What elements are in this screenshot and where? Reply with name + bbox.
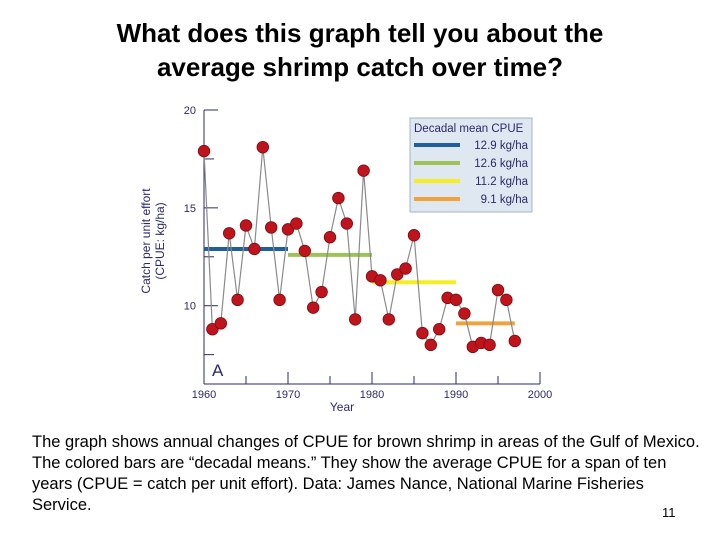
x-tick-label: 1990 [444,389,468,401]
x-tick-label: 1960 [192,389,216,401]
data-point [281,223,295,236]
data-point [416,326,429,340]
data-point [449,293,463,307]
data-point [348,313,362,326]
slide-title-line-1: What does this graph tell you about the [116,18,604,48]
data-point [433,322,446,336]
x-tick-label: 2000 [528,389,552,401]
data-point [500,293,513,307]
data-point [273,293,286,307]
x-tick-label: 1980 [360,389,384,401]
y-axis-title-line-1: Catch per unit effort [139,188,153,294]
data-point [399,262,412,275]
data-point [382,313,395,326]
axes-layer: 10 15 20 1960 1970 1980 1990 2000 Year Catch per … [139,105,552,414]
data-point [407,229,421,242]
legend: Decadal mean CPUE 12.9 kg/ha 12.6 kg/ha 11.… [409,117,533,213]
y-tick-label: 20 [184,105,196,117]
data-point [323,231,337,244]
x-axis-title: Year [330,400,354,414]
legend-entry-label: 12.6 kg/ha [474,158,528,170]
legend-entry-label: 11.2 kg/ha [475,176,528,188]
data-point [222,227,236,240]
data-point [264,221,278,234]
data-point [491,283,505,297]
data-point [483,338,496,352]
data-point [206,322,219,336]
data-point [508,334,522,348]
cpue-chart-svg: 10 15 20 1960 1970 1980 1990 2000 Year Catch per … [139,105,552,414]
y-tick-label: 10 [184,301,196,313]
legend-title: Decadal mean CPUE [414,123,524,135]
data-point [298,244,312,258]
panel-label: A [212,361,224,380]
y-axis-title-line-2: (CPUE: kg/ha) [153,202,167,279]
data-point [332,191,345,205]
data-point [374,274,387,287]
legend-entry-label: 9.1 kg/ha [481,194,529,206]
caption: The graph shows annual changes of CPUE f… [32,433,700,514]
data-point [357,164,370,177]
series-layer [197,140,522,354]
data-point [214,317,228,330]
data-point [340,217,354,230]
legend-entry-label: 12.9 kg/ha [474,140,528,152]
slide-title: What does this graph tell you about the … [40,16,680,84]
cpue-chart: 10 15 20 1960 1970 1980 1990 2000 Year Catch per … [130,100,570,425]
y-tick-label: 15 [184,203,196,215]
data-point [231,293,244,307]
data-point [239,219,253,232]
slide-number: 11 [662,505,676,520]
slide-title-line-2: average shrimp catch over time? [156,52,564,82]
data-point [391,268,404,281]
data-point [458,307,471,320]
data-point [315,285,328,299]
data-point [197,144,211,158]
data-point [290,217,303,230]
data-point [256,140,270,154]
x-tick-label: 1970 [276,389,300,401]
data-point [306,301,320,314]
data-point [248,242,261,256]
data-point [424,338,438,352]
